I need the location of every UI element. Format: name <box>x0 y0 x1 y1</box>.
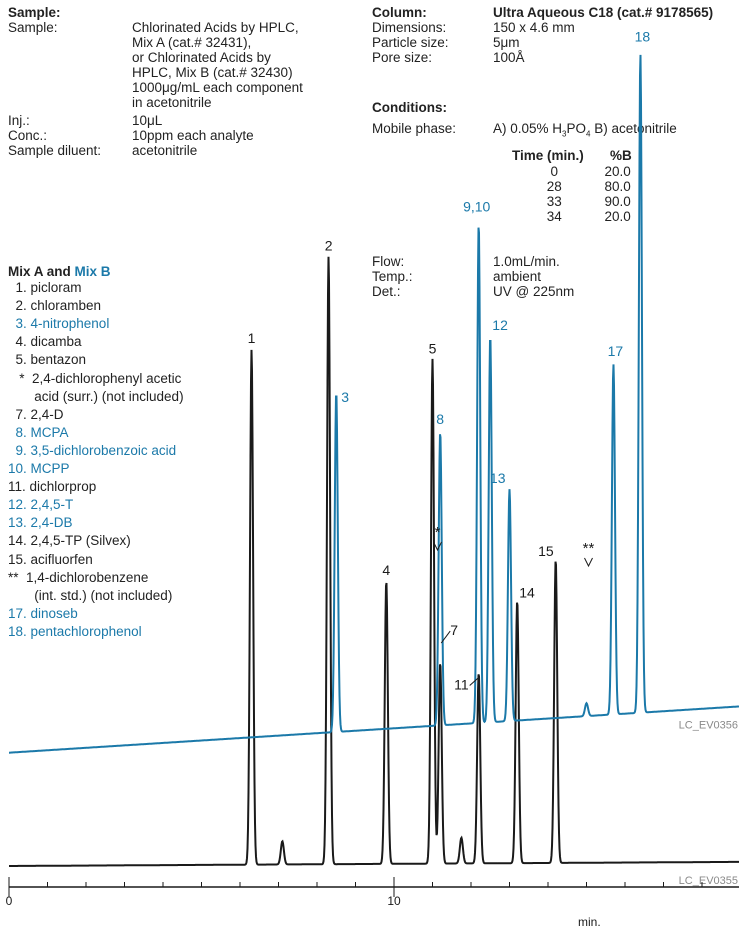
pore-size-label: Pore size: <box>372 50 433 65</box>
x-tick-label: 0 <box>6 894 13 908</box>
diluent-label: Sample diluent: <box>8 143 102 158</box>
sample-heading: Sample: <box>8 5 61 20</box>
legend-item: 2. chloramben <box>8 298 102 314</box>
series-name-label: LC_EV0356 <box>679 719 738 731</box>
legend-item: 18. pentachlorophenol <box>8 623 142 639</box>
peak-label: 11 <box>454 677 469 693</box>
conc-value: 10ppm each analyte <box>132 128 254 143</box>
gradient-header-time: Time (min.) <box>512 148 584 163</box>
x-tick-label: 10 <box>387 894 401 908</box>
legend-item: 4. dicamba <box>8 334 82 350</box>
peak-label: 12 <box>492 317 508 333</box>
sample-value: Chlorinated Acids by HPLC, Mix A (cat.# … <box>132 20 303 110</box>
peak-label: 3 <box>341 389 349 405</box>
inj-label: Inj.: <box>8 113 30 128</box>
legend-item: (int. std.) (not included) <box>8 587 173 603</box>
peak-leader-line <box>469 677 480 686</box>
peak-label: 1 <box>248 330 256 346</box>
legend-item: 8. MCPA <box>8 424 69 440</box>
peak-label: 8 <box>436 411 444 427</box>
mobile-phase-label: Mobile phase: <box>372 121 457 136</box>
peak-label: 2 <box>325 237 333 253</box>
legend-item: acid (surr.) (not included) <box>8 388 184 404</box>
gradient-row: 28 80.0 <box>546 179 631 194</box>
gradient-row: 34 20.0 <box>546 209 631 224</box>
conc-label: Conc.: <box>8 128 48 143</box>
annotation-label: ** <box>583 540 595 557</box>
annotation-caret <box>433 541 442 552</box>
particle-size-value: 5μm <box>493 35 520 50</box>
legend-item: 11. dichlorprop <box>8 479 97 495</box>
legend-item: 12. 2,4,5-T <box>8 497 74 513</box>
column-heading: Column: <box>372 5 427 20</box>
peak-label: 18 <box>635 29 651 45</box>
legend-item: 14. 2,4,5-TP (Silvex) <box>8 533 131 549</box>
legend-item: 13. 2,4-DB <box>8 515 73 531</box>
sample-label: Sample: <box>8 20 58 35</box>
peak-leader-line <box>440 630 451 644</box>
peak-label: 7 <box>450 622 458 638</box>
series-line-lc-ev0355 <box>9 256 739 867</box>
peak-label: 5 <box>429 340 437 356</box>
particle-size-label: Particle size: <box>372 35 449 50</box>
legend-title: Mix A and Mix B <box>8 264 111 279</box>
temp-label: Temp.: <box>372 269 413 284</box>
peak-label: 13 <box>490 470 506 486</box>
gradient-row: 0 20.0 <box>550 164 631 179</box>
gradient-row: 33 90.0 <box>546 194 631 209</box>
legend-item: 17. dinoseb <box>8 605 78 621</box>
mobile-phase-value: A) 0.05% H3PO4 B) acetonitrile <box>493 121 677 139</box>
pore-size-value: 100Å <box>493 50 525 65</box>
series-line-lc-ev0356 <box>9 54 739 754</box>
diluent-value: acetonitrile <box>132 143 198 158</box>
legend-item: 3. 4-nitrophenol <box>8 316 110 332</box>
legend-item: 1. picloram <box>8 280 82 295</box>
inj-value: 10μL <box>132 113 163 128</box>
dimensions-label: Dimensions: <box>372 20 447 35</box>
det-label: Det.: <box>372 284 401 299</box>
temp-value: ambient <box>493 269 542 284</box>
x-axis-label: min. <box>578 915 601 929</box>
annotation-label: * <box>435 524 441 541</box>
peak-label: 9,10 <box>463 198 490 214</box>
column-name: Ultra Aqueous C18 (cat.# 9178565) <box>493 5 714 20</box>
legend-item: 15. acifluorfen <box>8 551 93 567</box>
annotation-caret <box>584 557 593 568</box>
flow-value: 1.0mL/min. <box>493 254 560 269</box>
peak-label: 17 <box>608 343 624 359</box>
peak-label: 14 <box>519 584 535 600</box>
legend-item: 10. MCPP <box>8 461 70 476</box>
peak-label: 4 <box>382 562 390 578</box>
gradient-header-b: %B <box>610 148 632 163</box>
dimensions-value: 150 x 4.6 mm <box>493 20 575 35</box>
legend-item: ** 1,4-dichlorobenzene <box>8 569 149 585</box>
conditions-heading: Conditions: <box>372 100 447 115</box>
gradient-table: 0 20.0 28 80.0 33 90.0 34 20.0 <box>512 164 642 224</box>
legend-item: 7. 2,4-D <box>8 406 64 422</box>
peak-label: 15 <box>538 543 554 559</box>
flow-label: Flow: <box>372 254 405 269</box>
series-name-label: LC_EV0355 <box>679 875 738 887</box>
legend-item: 5. bentazon <box>8 352 87 368</box>
legend-item: 9. 3,5-dichlorobenzoic acid <box>8 442 177 458</box>
legend-item: * 2,4-dichlorophenyl acetic <box>8 370 182 386</box>
det-value: UV @ 225nm <box>493 284 575 299</box>
